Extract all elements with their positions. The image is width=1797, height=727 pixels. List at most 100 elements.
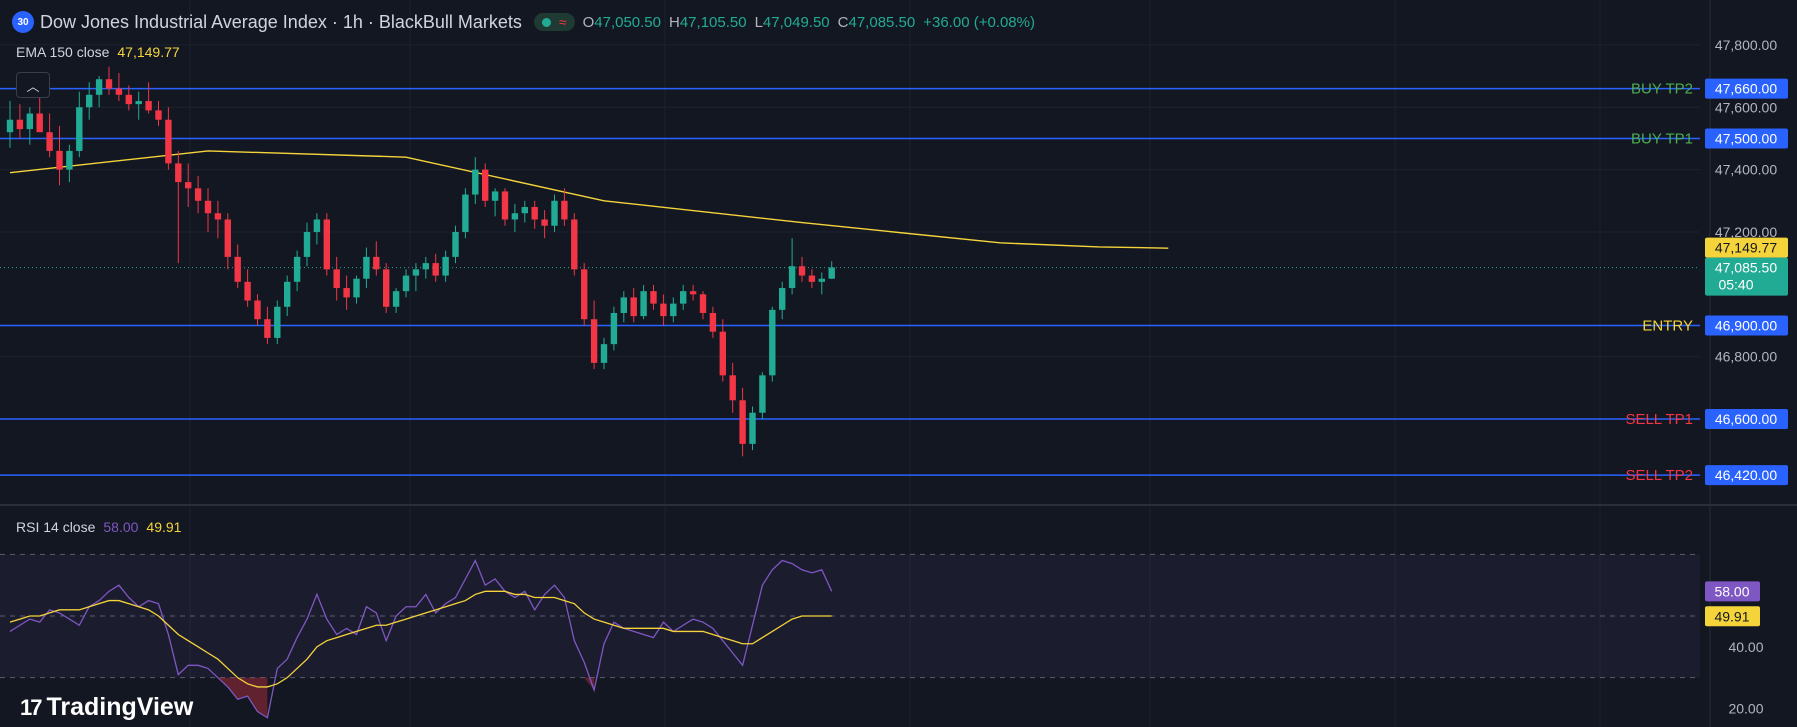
candle-body [333, 269, 340, 289]
candle-body [788, 266, 796, 289]
level-price-label: 46,420.00 [1715, 467, 1777, 483]
candle-body [373, 256, 380, 270]
level-price-label: 46,600.00 [1715, 411, 1777, 427]
candle-body [224, 219, 231, 257]
candle-body [105, 79, 113, 89]
candle-body [531, 207, 538, 220]
tradingview-logo[interactable]: 17 TradingView [20, 693, 193, 722]
candle-body [610, 312, 618, 345]
candle-body [432, 263, 439, 276]
symbol-badge[interactable]: 30 [12, 11, 34, 33]
rsi-path [9, 558, 833, 719]
candle-body [442, 256, 449, 276]
chevron-up-icon: ︿ [26, 78, 40, 94]
candle-body [155, 110, 162, 120]
candle-body [769, 309, 776, 376]
candle-body [581, 269, 588, 320]
candle-body [541, 219, 548, 226]
ohlc-value: 47,050.50 [594, 13, 661, 31]
candle-body [620, 297, 627, 313]
level-name-label: ENTRY [1642, 317, 1693, 334]
price-tick-label: 46,800.00 [1715, 349, 1777, 365]
candle-body [274, 306, 281, 338]
ohlc-key: O [582, 13, 595, 31]
current-price-badge [1705, 257, 1788, 296]
candle-body [125, 94, 132, 105]
market-open-icon [541, 17, 551, 27]
level-name-label: SELL TP1 [1625, 411, 1693, 428]
rsi-tick-label: 20.00 [1728, 701, 1763, 717]
candle-body [422, 263, 429, 270]
candle-body [521, 207, 528, 214]
candlestick-series [6, 66, 835, 457]
rsi-pane-background [0, 553, 1700, 679]
candle-body [739, 400, 746, 444]
tradingview-logo-icon: 17 [20, 694, 43, 720]
candle-body [482, 169, 489, 201]
rsi-tick-label: 40.00 [1728, 639, 1763, 655]
ohlc-value: 47,049.50 [762, 13, 830, 31]
rsi-ma-badge [1705, 606, 1760, 627]
candle-body [402, 275, 410, 292]
ema-legend[interactable]: EMA 150 close 47,149.77 [16, 44, 180, 60]
axis-badges: BUY TP2 47,660.00 BUY TP1 47,500.00 ENTRY 46,… [1625, 78, 1788, 627]
candle-body [808, 275, 816, 282]
wave-icon: ≈ [558, 14, 567, 30]
rsi-oversold-fill [237, 677, 248, 700]
candle-body [46, 132, 53, 151]
candle-body [779, 288, 786, 310]
level-price-badge [1705, 128, 1788, 149]
candle-body [818, 278, 825, 282]
level-price-label: 47,660.00 [1715, 81, 1777, 97]
rsi-lines [9, 558, 833, 719]
price-axis[interactable]: 47,800.00 47,600.00 47,400.00 47,200.00 46,8… [1715, 37, 1777, 717]
candle-body [175, 163, 182, 183]
rsi-oversold-fill [257, 677, 268, 718]
candle-body [491, 191, 499, 201]
symbol-title[interactable]: Dow Jones Industrial Average Index · 1h … [40, 11, 522, 32]
ema-path [9, 150, 1169, 249]
candle-body [323, 219, 330, 270]
candle-body [680, 291, 687, 304]
level-name-label: BUY TP2 [1631, 81, 1693, 98]
candle-body [244, 281, 251, 301]
candle-body [650, 291, 657, 304]
collapse-legend-button[interactable]: ︿ [16, 72, 50, 98]
candle-body [135, 101, 142, 105]
candle-body [284, 281, 291, 307]
candle-body [749, 412, 756, 444]
rsi-legend[interactable]: RSI 14 close 58.00 49.91 [16, 519, 181, 535]
level-price-badge [1705, 465, 1788, 486]
candle-body [66, 150, 73, 170]
candle-body [16, 119, 24, 130]
level-name-label: BUY TP1 [1631, 130, 1693, 147]
countdown-label: 05:40 [1718, 277, 1753, 293]
candle-body [660, 303, 667, 317]
candle-body [26, 113, 33, 130]
rsi-legend-label: RSI 14 close [16, 519, 96, 535]
price-tick-label: 47,200.00 [1715, 224, 1777, 240]
candle-body [462, 194, 469, 232]
candle-body [709, 312, 717, 332]
candle-body [412, 269, 420, 276]
ohlc-key: L [754, 13, 763, 31]
candle-body [571, 219, 578, 270]
rsi-legend-ma-value: 49.91 [146, 519, 182, 535]
market-status[interactable]: ≈ [533, 13, 575, 31]
rsi-value-badge [1705, 581, 1760, 602]
level-lines [0, 87, 1700, 476]
change-value: +36.00 (+0.08%) [923, 13, 1035, 31]
level-price-label: 46,900.00 [1715, 317, 1777, 333]
candle-body [600, 344, 608, 363]
candle-body [185, 182, 192, 189]
candle-body [303, 231, 311, 257]
rsi-legend-value: 58.00 [103, 519, 139, 535]
ema-line [9, 150, 1169, 249]
level-price-badge [1705, 78, 1788, 99]
candle-body [86, 94, 93, 108]
level-price-badge [1705, 408, 1788, 429]
level-name-label: SELL TP2 [1625, 467, 1693, 484]
candle-body [452, 231, 459, 257]
